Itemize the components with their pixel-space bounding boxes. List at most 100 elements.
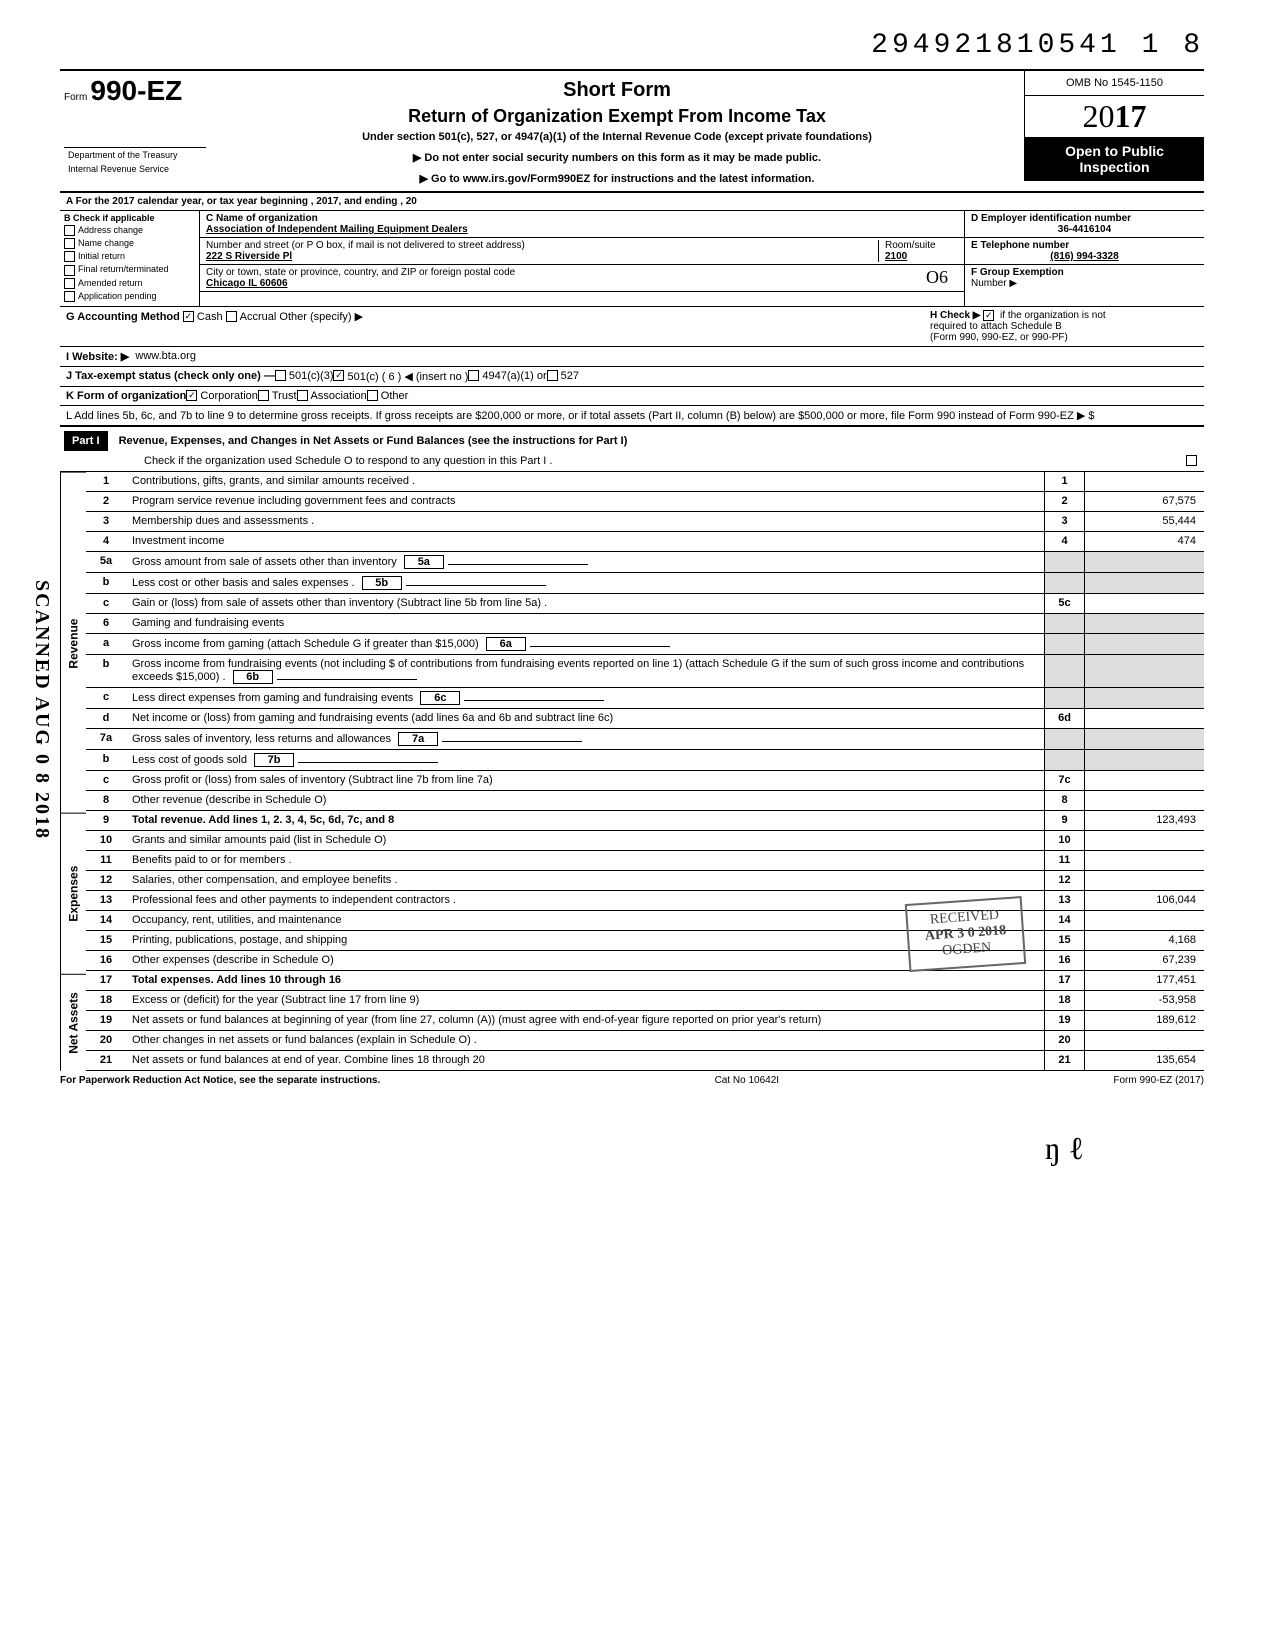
check-assoc[interactable] [297, 390, 308, 401]
line-val: 67,575 [1084, 492, 1204, 511]
line-a: A For the 2017 calendar year, or tax yea… [60, 193, 1204, 211]
line-box: 17 [1044, 971, 1084, 990]
line-num: 17 [86, 971, 126, 990]
check-schedule-o[interactable] [1186, 455, 1197, 466]
line-num: 3 [86, 512, 126, 531]
inspection-badge: Open to PublicInspection [1025, 137, 1204, 181]
document-number: 294921810541 1 8 [60, 30, 1204, 61]
omb-block: OMB No 1545-1150 2017 Open to PublicInsp… [1024, 71, 1204, 181]
check-cash[interactable] [183, 311, 194, 322]
e-label: E Telephone number [971, 240, 1069, 251]
line-num: 13 [86, 891, 126, 910]
line-val [1084, 791, 1204, 810]
line-7a: 7aGross sales of inventory, less returns… [86, 729, 1204, 750]
line-num: 8 [86, 791, 126, 810]
line-box: 15 [1044, 931, 1084, 950]
line-val-shaded [1084, 655, 1204, 687]
line-val: 67,239 [1084, 951, 1204, 970]
line-c: cGain or (loss) from sale of assets othe… [86, 594, 1204, 614]
c-label: C Name of organization [206, 213, 318, 224]
line-desc: Net income or (loss) from gaming and fun… [126, 709, 1044, 728]
side-labels: Revenue Expenses Net Assets [60, 472, 86, 1071]
footer-right: Form 990-EZ (2017) [1113, 1075, 1204, 1086]
right-column: D Employer identification number36-44161… [964, 211, 1204, 306]
check-other[interactable] [367, 390, 378, 401]
d-label: D Employer identification number [971, 213, 1131, 224]
line-desc: Gross profit or (loss) from sales of inv… [126, 771, 1044, 790]
line-num: c [86, 688, 126, 708]
check-527[interactable] [547, 370, 558, 381]
line-val-shaded [1084, 573, 1204, 593]
line-num: c [86, 594, 126, 613]
line-box: 9 [1044, 811, 1084, 830]
check-corp[interactable] [186, 390, 197, 401]
line-desc: Investment income [126, 532, 1044, 551]
line-desc: Other changes in net assets or fund bala… [126, 1031, 1044, 1050]
line-c: cLess direct expenses from gaming and fu… [86, 688, 1204, 709]
title-block: Short Form Return of Organization Exempt… [210, 71, 1024, 191]
line-box-shaded [1044, 688, 1084, 708]
check-trust[interactable] [258, 390, 269, 401]
line-val: 106,044 [1084, 891, 1204, 910]
check-h[interactable] [983, 310, 994, 321]
section-b: B Check if applicable Address change Nam… [60, 211, 200, 306]
city: Chicago IL 60606 [206, 278, 288, 289]
check-501c3[interactable] [275, 370, 286, 381]
check-amended[interactable] [64, 278, 75, 289]
check-4947[interactable] [468, 370, 479, 381]
line-l: L Add lines 5b, 6c, and 7b to line 9 to … [60, 406, 1204, 427]
check-final[interactable] [64, 265, 75, 276]
line-b: bGross income from fundraising events (n… [86, 655, 1204, 688]
l-text: L Add lines 5b, 6c, and 7b to line 9 to … [66, 409, 1095, 422]
line-val: 189,612 [1084, 1011, 1204, 1030]
check-address[interactable] [64, 225, 75, 236]
line-num: 7a [86, 729, 126, 749]
line-num: 18 [86, 991, 126, 1010]
line-20: 20Other changes in net assets or fund ba… [86, 1031, 1204, 1051]
line-21: 21Net assets or fund balances at end of … [86, 1051, 1204, 1071]
line-box: 7c [1044, 771, 1084, 790]
check-accrual[interactable] [226, 311, 237, 322]
line-num: d [86, 709, 126, 728]
side-revenue: Revenue [60, 472, 86, 814]
footer: For Paperwork Reduction Act Notice, see … [60, 1071, 1204, 1090]
scanned-stamp: SCANNED AUG 0 8 2018 [30, 580, 53, 840]
line-num: 2 [86, 492, 126, 511]
line-box-shaded [1044, 634, 1084, 654]
check-initial[interactable] [64, 251, 75, 262]
line-val [1084, 911, 1204, 930]
sub-val [530, 646, 670, 647]
line-desc: Gross income from gaming (attach Schedul… [126, 634, 1044, 654]
line-val: -53,958 [1084, 991, 1204, 1010]
room: 2100 [885, 251, 907, 262]
footer-left: For Paperwork Reduction Act Notice, see … [60, 1075, 380, 1086]
line-desc: Less cost of goods sold 7b [126, 750, 1044, 770]
line-box-shaded [1044, 573, 1084, 593]
org-name: Association of Independent Mailing Equip… [206, 224, 468, 235]
check-name[interactable] [64, 238, 75, 249]
line-box-shaded [1044, 729, 1084, 749]
line-box: 4 [1044, 532, 1084, 551]
city-handwritten: O6 [926, 267, 958, 289]
f-label2: Number ▶ [971, 278, 1017, 289]
line-val: 177,451 [1084, 971, 1204, 990]
line-val [1084, 472, 1204, 491]
ein: 36-4416104 [971, 224, 1198, 235]
line-val: 135,654 [1084, 1051, 1204, 1070]
check-501c[interactable] [333, 370, 344, 381]
line-box: 20 [1044, 1031, 1084, 1050]
line-19: 19Net assets or fund balances at beginni… [86, 1011, 1204, 1031]
line-box: 1 [1044, 472, 1084, 491]
goto-url: ▶ Go to www.irs.gov/Form990EZ for instru… [218, 172, 1016, 185]
initials: ŋ ℓ [60, 1130, 1204, 1167]
form-label-block: Form 990-EZ Department of the Treasury I… [60, 71, 210, 180]
line-box: 2 [1044, 492, 1084, 511]
line-box-shaded [1044, 750, 1084, 770]
line-6: 6Gaming and fundraising events [86, 614, 1204, 634]
line-val-shaded [1084, 688, 1204, 708]
side-expenses: Expenses [60, 813, 86, 974]
line-desc: Total revenue. Add lines 1, 2. 3, 4, 5c,… [126, 811, 1044, 830]
sub-box: 6a [486, 637, 526, 651]
dept-treasury: Department of the Treasury [64, 148, 214, 162]
check-pending[interactable] [64, 291, 75, 302]
